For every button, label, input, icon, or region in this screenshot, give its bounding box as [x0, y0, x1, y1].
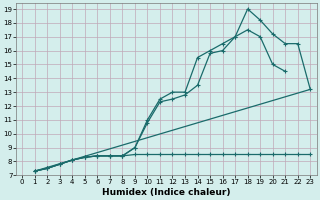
- X-axis label: Humidex (Indice chaleur): Humidex (Indice chaleur): [102, 188, 230, 197]
